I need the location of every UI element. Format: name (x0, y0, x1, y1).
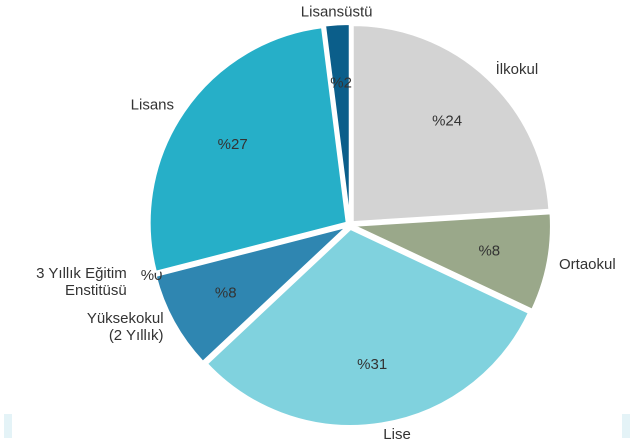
pie-slice (323, 23, 351, 222)
category-label: Yüksekokul (2 Yıllık) (87, 310, 164, 344)
category-label: Ortaokul (559, 256, 616, 273)
corner-decoration (4, 414, 12, 438)
value-label: %8 (215, 284, 237, 301)
category-label: Lisansüstü (301, 4, 373, 21)
pie-slice (155, 225, 347, 276)
value-label: %2 (330, 74, 352, 91)
value-label: %31 (357, 356, 387, 373)
value-label: %8 (478, 243, 500, 260)
category-label: 3 Yıllık Eğitim Enstitüsü (36, 265, 127, 299)
pie-slice (154, 225, 348, 364)
value-label: %27 (218, 136, 248, 153)
category-label: Lisans (131, 96, 174, 113)
category-label: İlkokul (496, 60, 539, 78)
pie-slice (205, 227, 531, 427)
value-label: %24 (432, 113, 462, 130)
pie-slice (351, 24, 551, 224)
category-label: Lise (383, 426, 411, 442)
corner-decoration (622, 414, 630, 438)
pie-slice (353, 212, 552, 311)
pie-slice (148, 26, 348, 273)
